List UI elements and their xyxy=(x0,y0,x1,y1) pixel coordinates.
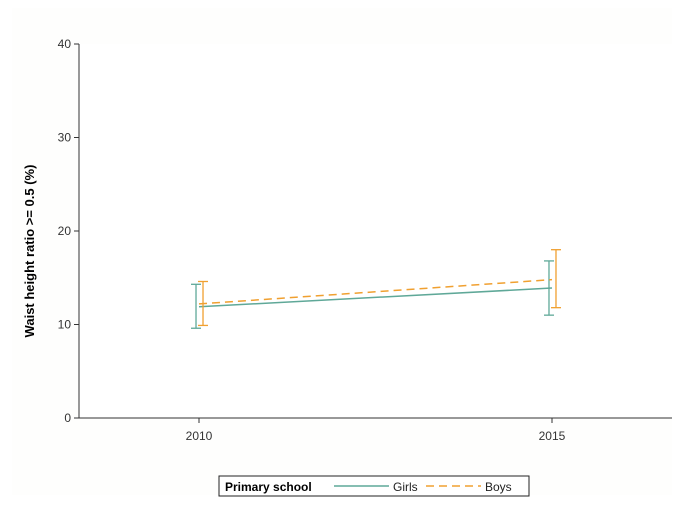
y-tick-label: 40 xyxy=(58,37,72,51)
x-tick-label: 2010 xyxy=(186,429,213,443)
y-tick-label: 10 xyxy=(58,318,72,332)
y-axis-label: Waist height ratio >= 0.5 (%) xyxy=(22,165,37,338)
legend-title: Primary school xyxy=(225,480,312,494)
y-tick-label: 30 xyxy=(58,131,72,145)
plot-area xyxy=(79,44,672,418)
legend-label-girls: Girls xyxy=(393,480,418,494)
legend-label-boys: Boys xyxy=(485,480,512,494)
legend: Primary school Girls Boys xyxy=(219,476,529,496)
y-tick-label: 0 xyxy=(64,411,71,425)
y-tick-label: 20 xyxy=(58,224,72,238)
x-tick-label: 2015 xyxy=(539,429,566,443)
